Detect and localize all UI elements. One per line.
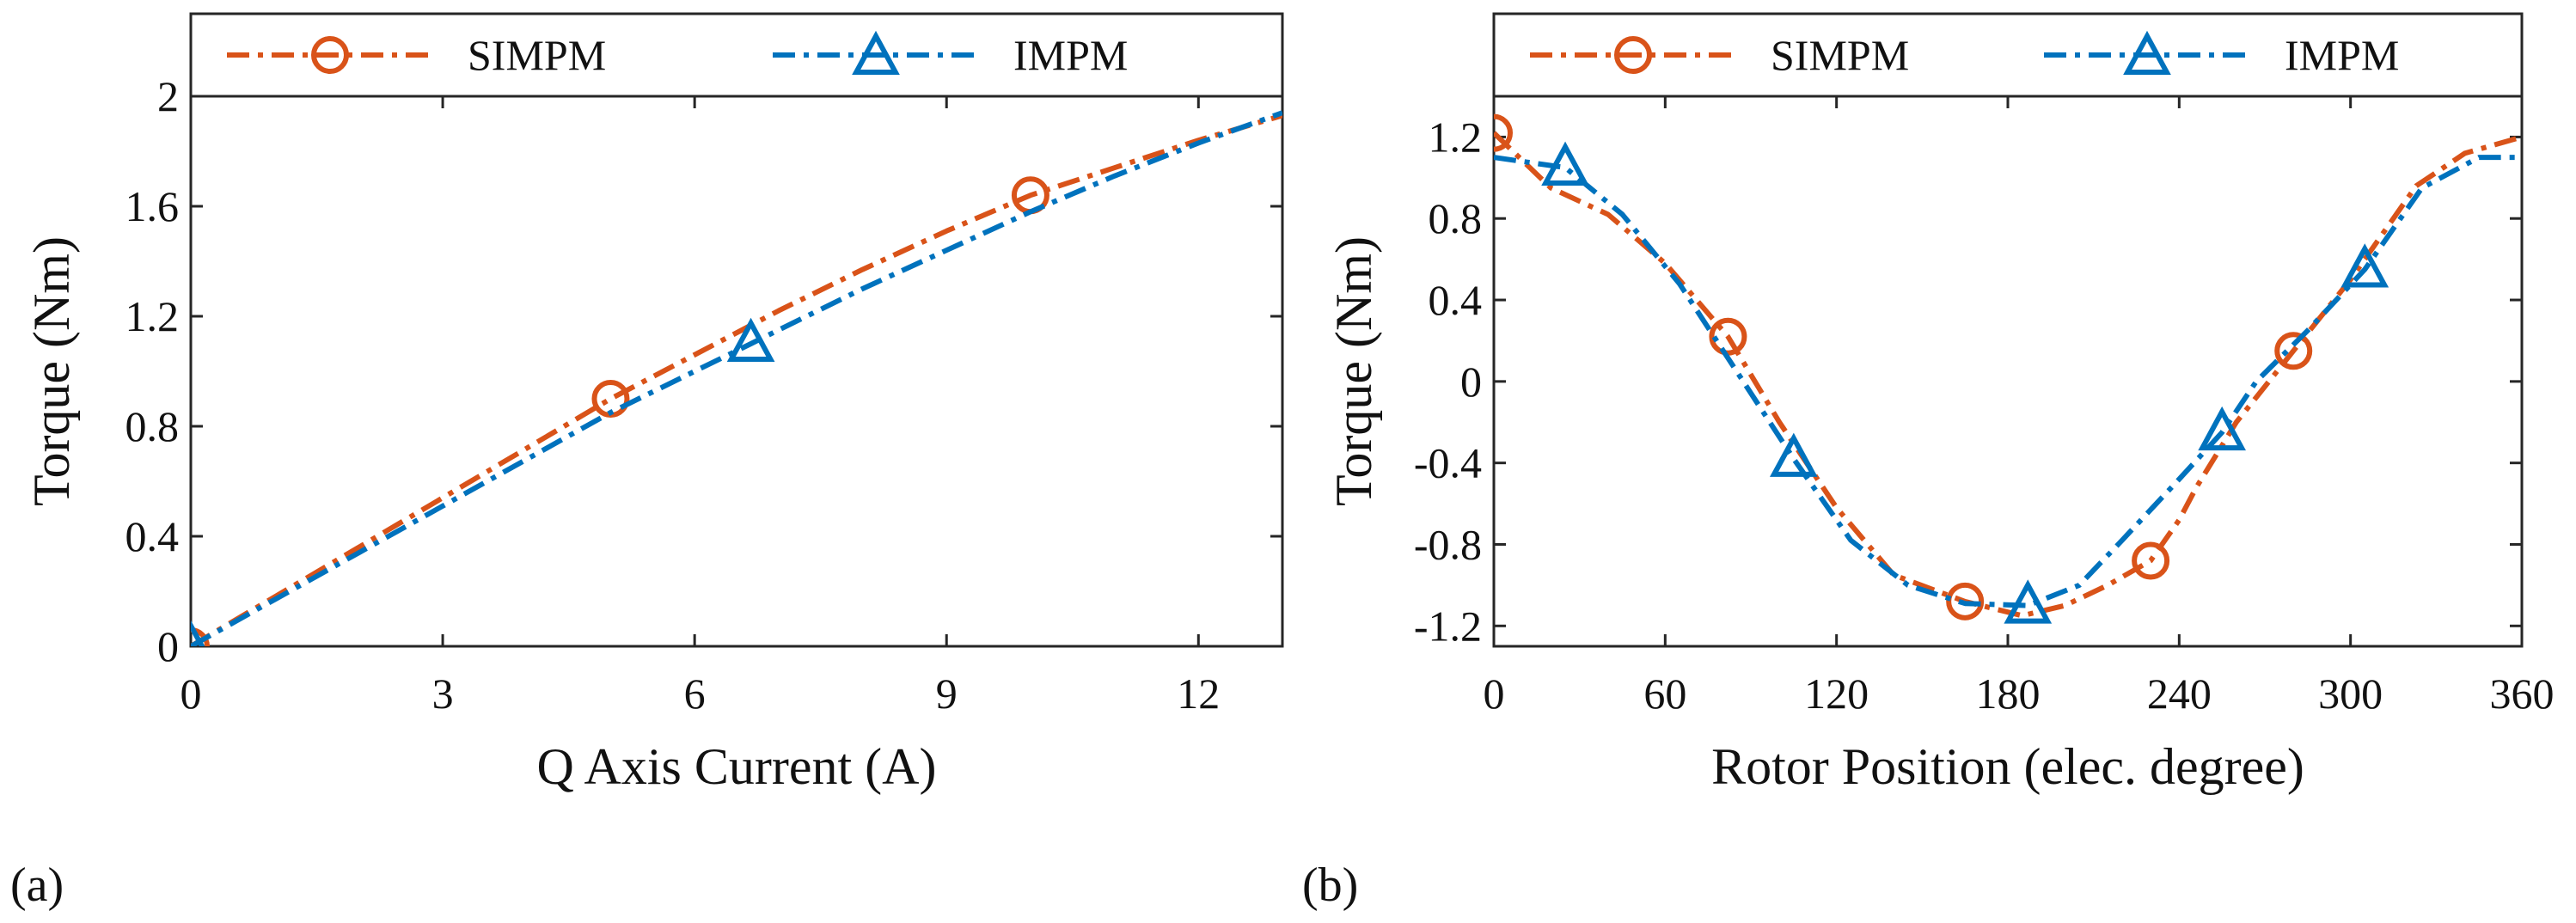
data-point-impm [2004,579,2053,624]
x-tick-label: 12 [1177,669,1220,718]
data-point-impm [191,620,205,646]
data-point-impm [2198,406,2247,451]
legend-label-impm: IMPM [1013,31,1128,79]
chart-panel-a: 0 3 6 9 12 0 0.4 0.8 1.2 1.6 2 Q Axis Current (A) To… [10,12,1284,912]
plot-area [189,95,1284,648]
x-tick-label: 240 [2147,669,2212,718]
legend-label-impm: IMPM [2285,31,2399,79]
data-point-impm [1769,432,1818,477]
x-axis-label: Rotor Position (elec. degree) [1711,738,2304,795]
x-tick-label: 3 [432,669,454,718]
y-tick-label: 0 [1460,358,1482,406]
x-tick-label: 0 [1484,669,1505,718]
x-axis-label: Q Axis Current (A) [537,738,937,795]
y-axis-label: Torque (Nm) [1325,236,1382,506]
legend-box [1492,12,2524,98]
y-tick-label: 1.6 [125,182,180,230]
y-tick-label: 2 [157,72,179,120]
y-tick-label: 0.4 [125,512,180,560]
y-tick-label: 1.2 [1429,113,1483,161]
y-axis-label: Torque (Nm) [23,236,80,506]
y-tick-label: 1.2 [125,292,180,340]
x-tick-label: 360 [2490,669,2555,718]
plot-area [1492,95,2524,648]
data-point-impm [1541,141,1589,186]
x-tick-label: 0 [181,669,202,718]
y-tick-label: 0 [157,622,179,670]
series-impm [1494,141,2522,624]
data-point-simpm [1946,582,1985,620]
legend-marker-impm [852,30,900,75]
series-line-simpm [191,113,1282,646]
legend-label-simpm: SIMPM [1771,31,1909,79]
data-point-simpm [2132,541,2170,580]
data-point-simpm [2274,332,2313,370]
series-line-impm [191,110,1282,646]
series-impm [191,110,1282,646]
x-tick-label: 60 [1643,669,1686,718]
x-tick-label: 6 [684,669,706,718]
y-tick-label: -0.4 [1414,439,1482,487]
legend-label-simpm: SIMPM [468,31,606,79]
legend-marker-impm [2123,30,2171,75]
y-tick-label: 0.8 [1429,194,1483,242]
x-tick-label: 9 [936,669,958,718]
y-tick-label: -0.8 [1414,520,1482,568]
x-tick-label: 180 [1976,669,2041,718]
legend-marker-simpm [311,36,349,74]
x-tick-label: 120 [1804,669,1869,718]
panel-label: (a) [10,859,64,912]
data-point-simpm [1709,317,1747,356]
y-tick-label: -1.2 [1414,602,1482,650]
data-point-impm [726,317,775,362]
y-tick-label: 0.4 [1429,276,1483,324]
series-line-impm [1494,155,2522,608]
y-tick-label: 0.8 [125,402,180,450]
panel-label: (b) [1302,859,1358,912]
data-point-simpm [1494,113,1513,152]
data-point-impm [2340,243,2389,288]
x-tick-label: 300 [2318,669,2383,718]
chart-panel-b: 0 60 120 180 240 300 360 -1.2 -0.8 -0.4 0 0.4 0.8 1.2… [1302,12,2555,912]
legend-marker-simpm [1614,36,1652,74]
